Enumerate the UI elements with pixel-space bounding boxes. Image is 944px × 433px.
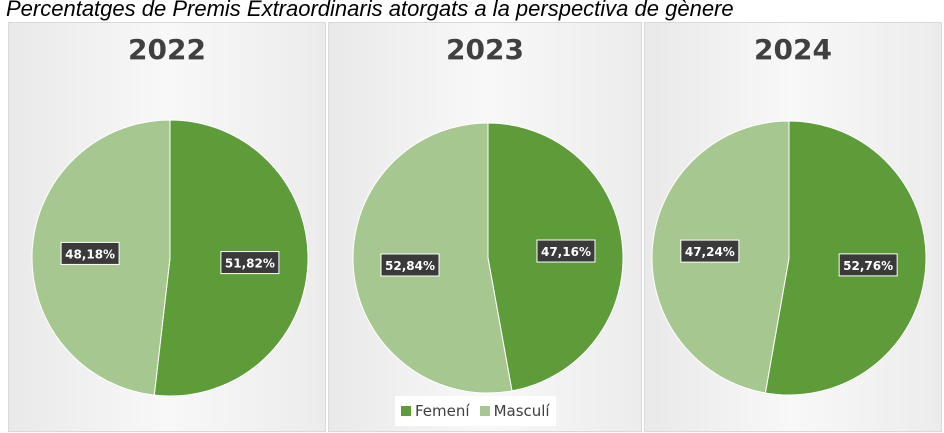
- chart-title: 2024: [754, 33, 832, 66]
- data-label-box: [220, 251, 280, 275]
- chart-legend: Femení Masculí: [395, 396, 556, 426]
- data-label: 48,18%: [65, 247, 115, 261]
- chart-panel-2024: 2024 52,76% 47,24%: [644, 22, 942, 432]
- data-label: 51,82%: [225, 257, 275, 271]
- pie-chart-2024: 52,76% 47,24%: [651, 120, 927, 396]
- data-label-box: [60, 241, 120, 265]
- legend-item-femeni: Femení: [401, 402, 470, 420]
- chart-title: 2023: [446, 33, 524, 66]
- chart-panel-2022: 2022 51,82% 48,18%: [8, 22, 326, 432]
- legend-label: Femení: [415, 402, 470, 420]
- data-label: 52,76%: [843, 259, 893, 273]
- data-label-box: [680, 239, 740, 263]
- pie-chart-2023: 47,16% 52,84%: [352, 122, 624, 394]
- legend-swatch-femeni: [401, 406, 411, 416]
- chart-panel-2023: 2023 47,16% 52,84%: [328, 22, 642, 432]
- page-title: Percentatges de Premis Extraordinaris at…: [6, 0, 734, 21]
- data-label: 47,16%: [541, 245, 591, 259]
- data-label: 47,24%: [685, 245, 735, 259]
- legend-label: Masculí: [493, 402, 550, 420]
- data-label: 52,84%: [385, 259, 435, 273]
- legend-item-masculi: Masculí: [479, 402, 550, 420]
- data-label-box: [536, 239, 596, 263]
- data-label-box: [838, 253, 898, 277]
- legend-swatch-masculi: [479, 406, 490, 416]
- pie-chart-2022: 51,82% 48,18%: [31, 119, 309, 397]
- chart-title: 2022: [128, 33, 206, 66]
- data-label-box: [380, 253, 440, 277]
